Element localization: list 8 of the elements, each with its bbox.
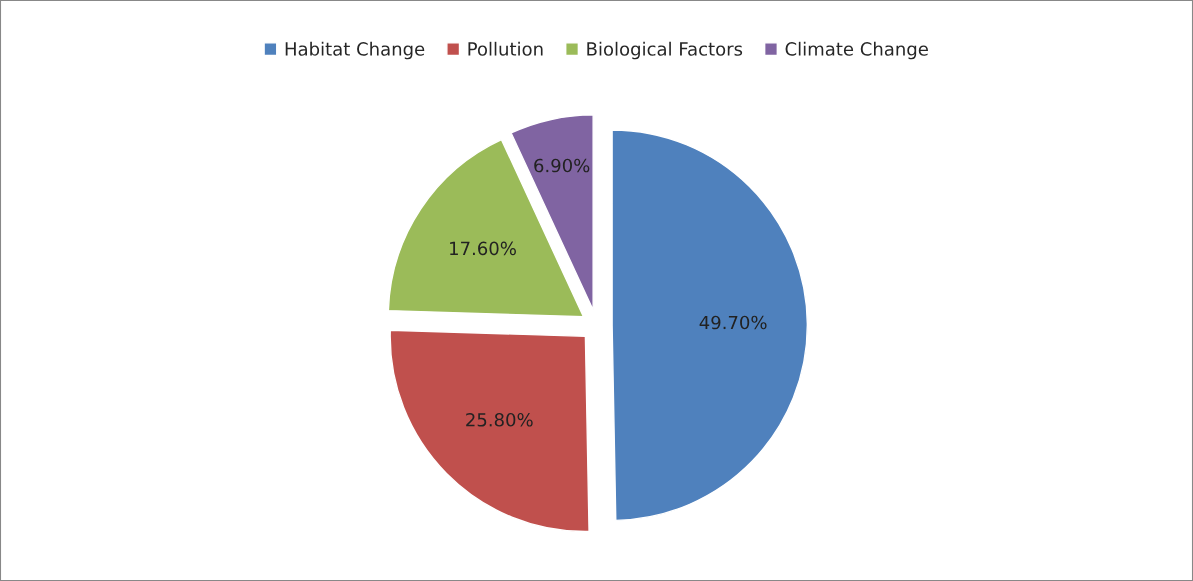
legend-label: Biological Factors	[587, 41, 743, 60]
data-label: 25.80%	[466, 412, 533, 427]
legend-label: Climate Change	[785, 41, 928, 60]
data-label: 6.90%	[534, 158, 590, 173]
legend-label: Pollution	[468, 41, 543, 56]
data-label: 17.60%	[450, 241, 516, 256]
data-label: 49.70%	[699, 315, 767, 330]
legend-label: Habitat Change	[285, 41, 425, 60]
